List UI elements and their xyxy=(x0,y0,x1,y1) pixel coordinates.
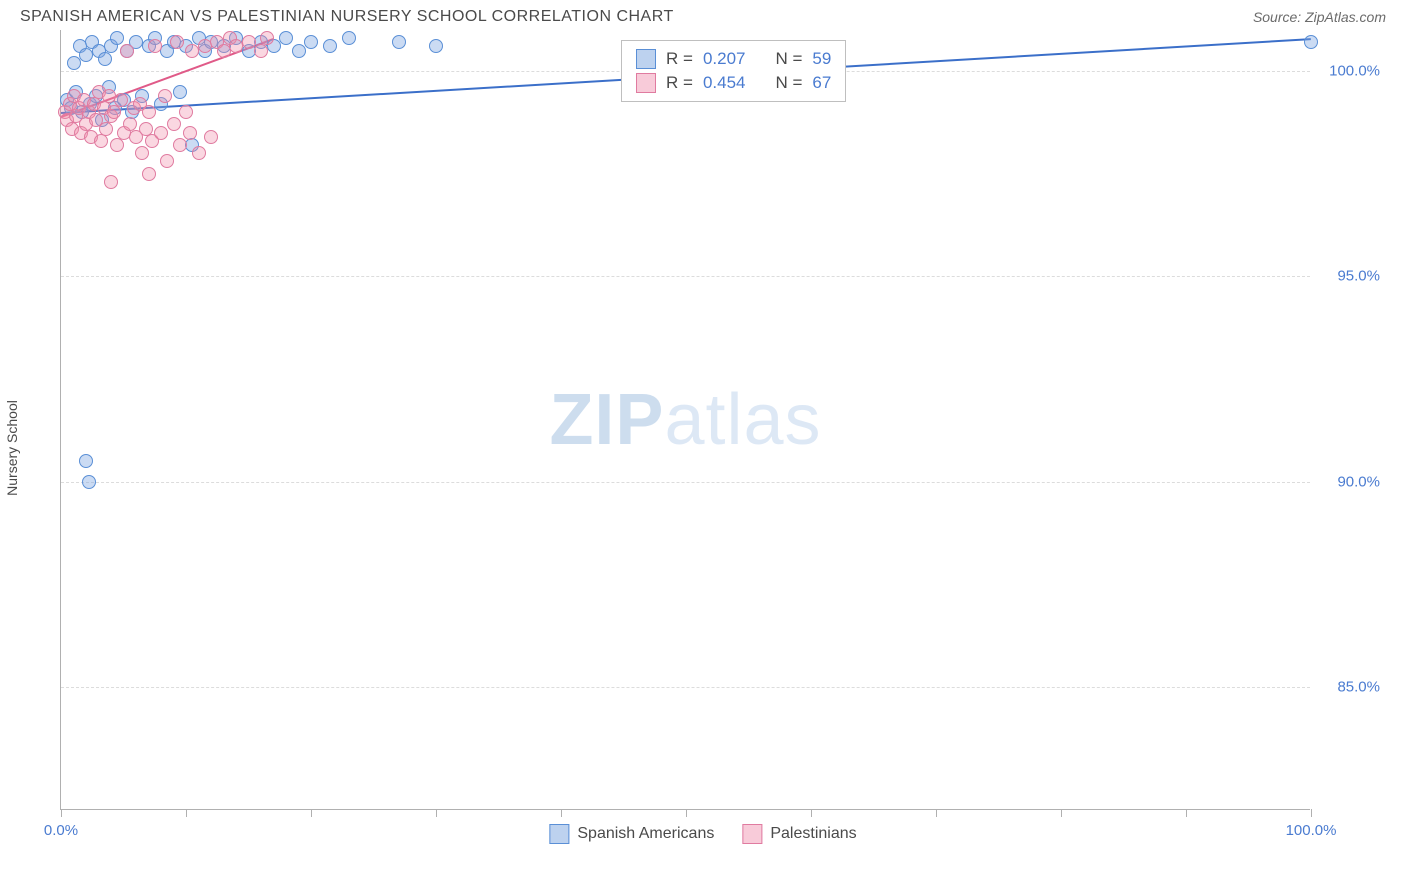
x-tick xyxy=(686,809,687,817)
data-point xyxy=(292,44,306,58)
data-point xyxy=(173,85,187,99)
plot-area: ZIPatlas 100.0%95.0%90.0%85.0%0.0%100.0%… xyxy=(60,30,1310,810)
data-point xyxy=(179,105,193,119)
data-point xyxy=(173,138,187,152)
watermark: ZIPatlas xyxy=(549,379,821,461)
x-tick xyxy=(186,809,187,817)
data-point xyxy=(142,105,156,119)
data-point xyxy=(342,31,356,45)
data-point xyxy=(104,175,118,189)
x-tick-label: 100.0% xyxy=(1286,822,1337,839)
data-point xyxy=(114,93,128,107)
data-point xyxy=(82,475,96,489)
y-tick-label: 95.0% xyxy=(1337,268,1380,285)
data-point xyxy=(192,146,206,160)
x-tick xyxy=(1311,809,1312,817)
legend-swatch xyxy=(742,824,762,844)
legend-r-value: 0.207 xyxy=(703,49,746,69)
x-tick xyxy=(561,809,562,817)
x-tick xyxy=(1186,809,1187,817)
data-point xyxy=(260,31,274,45)
data-point xyxy=(429,39,443,53)
data-point xyxy=(254,44,268,58)
data-point xyxy=(99,122,113,136)
legend-n-value: 67 xyxy=(812,73,831,93)
correlation-legend: R = 0.207 N = 59 R = 0.454 N = 67 xyxy=(621,40,846,102)
source-attribution: Source: ZipAtlas.com xyxy=(1253,9,1386,25)
x-tick-label: 0.0% xyxy=(44,822,78,839)
data-point xyxy=(279,31,293,45)
gridline-h xyxy=(61,276,1310,277)
legend-r-value: 0.454 xyxy=(703,73,746,93)
data-point xyxy=(148,39,162,53)
x-tick xyxy=(936,809,937,817)
series-legend-item: Palestinians xyxy=(742,824,856,844)
data-point xyxy=(204,130,218,144)
data-point xyxy=(98,52,112,66)
data-point xyxy=(242,35,256,49)
data-point xyxy=(170,35,184,49)
data-point xyxy=(142,167,156,181)
data-point xyxy=(67,56,81,70)
legend-n-value: 59 xyxy=(812,49,831,69)
y-tick-label: 85.0% xyxy=(1337,678,1380,695)
data-point xyxy=(1304,35,1318,49)
legend-r-label: R = xyxy=(666,73,693,93)
y-tick-label: 90.0% xyxy=(1337,473,1380,490)
x-tick xyxy=(811,809,812,817)
data-point xyxy=(158,89,172,103)
x-tick xyxy=(436,809,437,817)
data-point xyxy=(120,44,134,58)
data-point xyxy=(110,31,124,45)
series-label: Spanish Americans xyxy=(577,825,714,843)
x-tick xyxy=(61,809,62,817)
x-tick xyxy=(1061,809,1062,817)
data-point xyxy=(107,105,121,119)
x-tick xyxy=(311,809,312,817)
legend-swatch xyxy=(636,73,656,93)
data-point xyxy=(304,35,318,49)
gridline-h xyxy=(61,482,1310,483)
series-legend-item: Spanish Americans xyxy=(549,824,714,844)
data-point xyxy=(94,134,108,148)
bottom-legend: Spanish Americans Palestinians xyxy=(549,824,856,844)
gridline-h xyxy=(61,687,1310,688)
data-point xyxy=(323,39,337,53)
series-label: Palestinians xyxy=(770,825,856,843)
legend-r-label: R = xyxy=(666,49,693,69)
data-point xyxy=(167,117,181,131)
data-point xyxy=(392,35,406,49)
chart-container: Nursery School ZIPatlas 100.0%95.0%90.0%… xyxy=(20,30,1386,850)
legend-row: R = 0.207 N = 59 xyxy=(636,47,831,71)
legend-n-label: N = xyxy=(775,49,802,69)
data-point xyxy=(183,126,197,140)
y-axis-label: Nursery School xyxy=(4,400,20,496)
y-tick-label: 100.0% xyxy=(1329,63,1380,80)
legend-swatch xyxy=(636,49,656,69)
legend-swatch xyxy=(549,824,569,844)
data-point xyxy=(110,138,124,152)
data-point xyxy=(154,126,168,140)
data-point xyxy=(160,154,174,168)
chart-title: SPANISH AMERICAN VS PALESTINIAN NURSERY … xyxy=(20,8,674,26)
data-point xyxy=(79,454,93,468)
legend-row: R = 0.454 N = 67 xyxy=(636,71,831,95)
data-point xyxy=(135,146,149,160)
legend-n-label: N = xyxy=(775,73,802,93)
